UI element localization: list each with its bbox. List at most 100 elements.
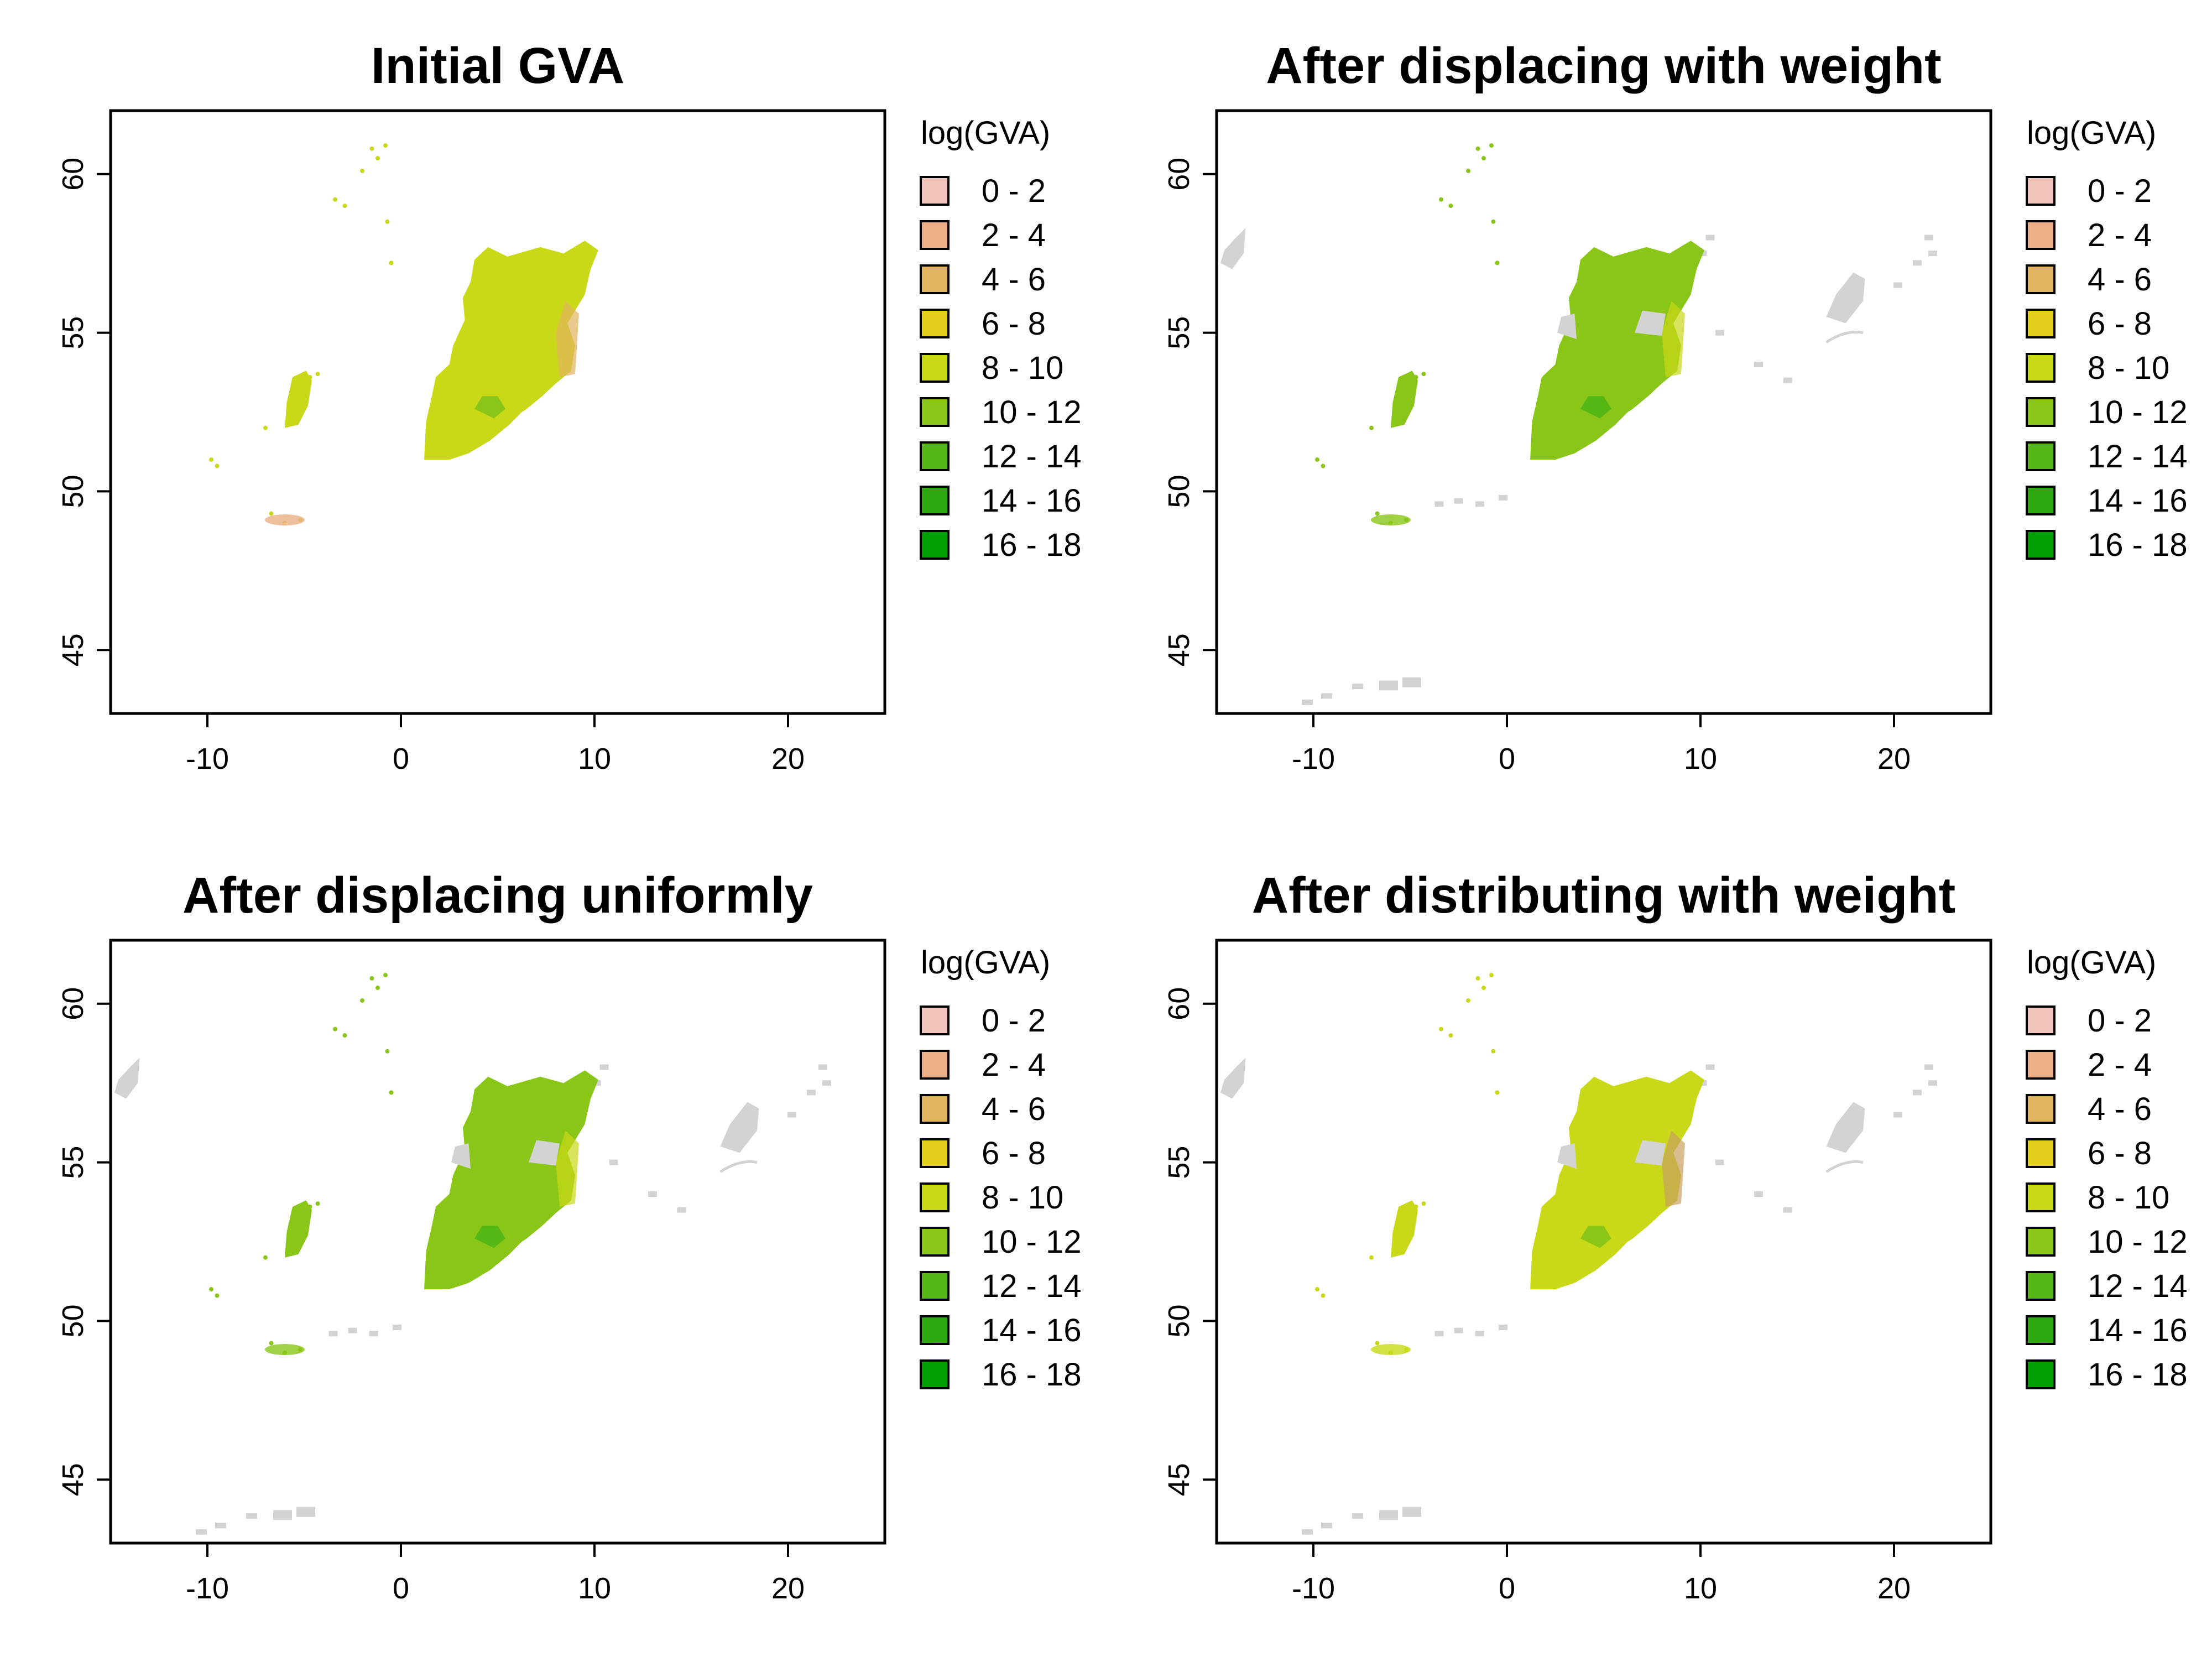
small-island [1421, 1201, 1426, 1206]
legend-label: 12 - 14 [982, 439, 1082, 475]
plot-frame [109, 939, 886, 1545]
x-tick-label: -10 [186, 742, 229, 775]
x-tick-label: 10 [1684, 1572, 1717, 1605]
y-tick-label: 50 [56, 1304, 90, 1337]
y-tick-label: 60 [1162, 987, 1196, 1020]
no-data-island [1913, 1090, 1922, 1096]
small-island [269, 1341, 274, 1346]
small-island [333, 197, 337, 202]
south-islands [265, 1344, 305, 1356]
small-island [1315, 1287, 1319, 1292]
west-island [1391, 371, 1418, 428]
small-island [1491, 219, 1496, 224]
no-data-island [1924, 1064, 1933, 1070]
legend-label: 6 - 8 [982, 1135, 1046, 1171]
small-island [263, 425, 268, 430]
legend-swatch [920, 176, 950, 206]
no-data-region [114, 1057, 140, 1099]
legend-swatch [920, 353, 950, 383]
legend-swatch [2026, 1050, 2056, 1080]
no-data-island [1928, 1080, 1937, 1086]
legend-swatch [920, 1005, 950, 1035]
no-data-island [818, 1064, 827, 1070]
no-data-island [348, 1327, 357, 1333]
no-data-island [1924, 235, 1933, 241]
small-island [1421, 372, 1426, 377]
y-tick-label: 55 [56, 316, 90, 350]
x-tick-label: 20 [771, 742, 805, 775]
legend-label: 2 - 4 [2088, 1047, 2152, 1083]
x-tick-label: -10 [1292, 742, 1335, 775]
x-tick-label: -10 [186, 1572, 229, 1605]
no-data-region [720, 1102, 759, 1153]
small-island [1321, 1293, 1326, 1298]
legend-swatch [920, 220, 950, 250]
legend-swatch [920, 486, 950, 515]
y-tick-label: 45 [56, 1463, 90, 1496]
no-data-coast [1379, 680, 1398, 691]
legend-swatch [2026, 530, 2056, 560]
no-data-coast [1402, 1507, 1421, 1517]
south-islands [265, 514, 305, 526]
no-data-coast [273, 1510, 292, 1520]
legend-label: 8 - 10 [982, 1180, 1063, 1216]
legend-swatch [920, 1094, 950, 1124]
small-island [383, 973, 388, 978]
x-tick-label: 20 [1877, 1572, 1911, 1605]
y-tick-label: 60 [56, 987, 90, 1020]
no-data-coastline [719, 1160, 758, 1173]
map-area [1220, 143, 1937, 705]
legend-swatch [2026, 1271, 2056, 1301]
east-fringe [1662, 1130, 1685, 1207]
legend-label: 4 - 6 [2088, 262, 2152, 298]
no-data-island [1783, 1207, 1792, 1213]
small-island [307, 1204, 312, 1209]
legend-swatch [2026, 1315, 2056, 1345]
panel-title: After displacing uniformly [182, 867, 813, 924]
legend-label: 0 - 2 [982, 1003, 1046, 1039]
x-tick-label: 20 [1877, 742, 1911, 775]
small-island [1466, 169, 1470, 173]
no-data-island [328, 1331, 338, 1337]
small-island [1375, 511, 1380, 516]
legend-title: log(GVA) [2027, 945, 2156, 981]
plot-frame [1215, 939, 1992, 1545]
no-data-island [677, 1207, 686, 1213]
legend-swatch [2026, 353, 2056, 383]
y-tick-label: 50 [1162, 475, 1196, 508]
small-island [1413, 1204, 1418, 1209]
small-island [389, 1090, 394, 1095]
no-data-island [1434, 501, 1444, 507]
legend-swatch [920, 1050, 950, 1080]
x-tick-label: 0 [393, 1572, 409, 1605]
legend-swatch [2026, 1182, 2056, 1212]
no-data-coast [1302, 1529, 1313, 1535]
no-data-inland [451, 1143, 471, 1169]
dense-region [474, 396, 505, 419]
east-fringe [556, 301, 579, 377]
small-island [1489, 973, 1494, 978]
no-data-island [1705, 235, 1715, 241]
y-tick-label: 60 [1162, 158, 1196, 191]
legend-label: 10 - 12 [2088, 1224, 2188, 1260]
x-tick-label: 0 [1499, 1572, 1515, 1605]
panel-title: After distributing with weight [1252, 867, 1956, 924]
legend-label: 8 - 10 [982, 350, 1063, 386]
map-panel: After displacing uniformly -10 0 10 20 45 50 55… [56, 867, 1082, 1605]
south-lowland [426, 371, 527, 457]
no-data-coast [215, 1523, 226, 1529]
legend-swatch [920, 1227, 950, 1257]
y-tick-label: 45 [56, 633, 90, 666]
small-island [209, 1287, 213, 1292]
dense-region [474, 1226, 505, 1248]
legend-swatch [920, 441, 950, 471]
small-island [1315, 457, 1319, 462]
y-tick-label: 55 [56, 1146, 90, 1179]
no-data-island [1913, 260, 1922, 266]
legend-swatch [920, 1359, 950, 1389]
x-tick-label: -10 [1292, 1572, 1335, 1605]
legend-swatch [2026, 309, 2056, 338]
no-data-coast [1321, 1523, 1332, 1529]
